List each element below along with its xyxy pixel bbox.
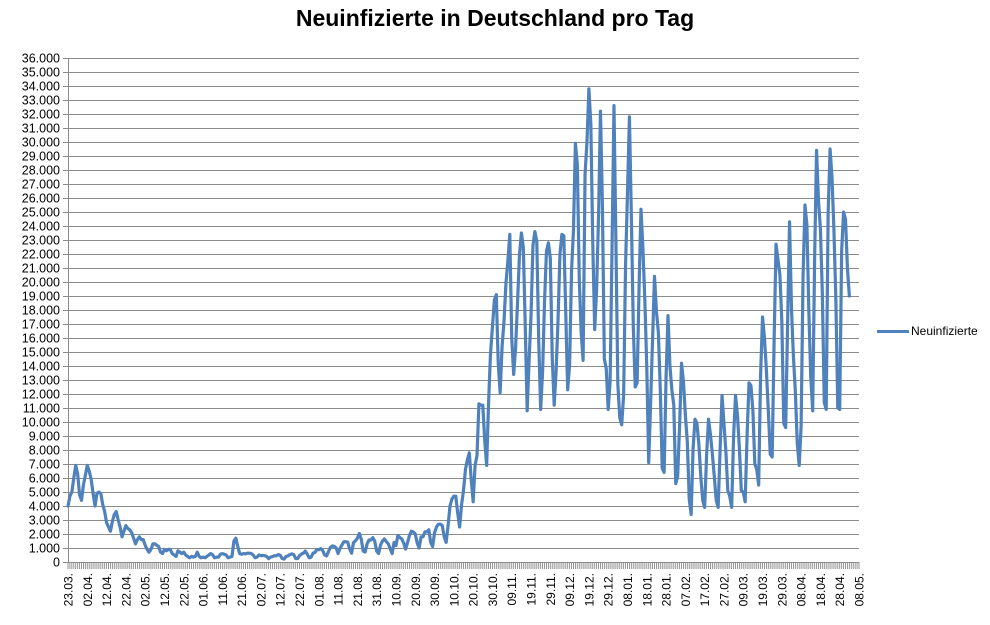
x-tick-label: 01.08. <box>312 573 326 606</box>
x-tick-label: 19.11. <box>525 573 539 605</box>
x-tick-label: 08.05. <box>853 573 867 606</box>
x-tick-label: 09.12. <box>563 573 577 606</box>
x-tick-label: 20.09. <box>409 573 423 606</box>
x-tick-label: 07.02. <box>679 573 693 606</box>
y-tick-label: 0 <box>53 556 60 570</box>
y-tick-label: 19.000 <box>22 290 60 304</box>
y-tick-label: 18.000 <box>22 304 60 318</box>
x-tick-label: 19.03. <box>756 573 770 606</box>
x-tick-label: 18.04. <box>814 573 828 606</box>
y-tick-label: 3.000 <box>29 514 60 528</box>
x-tick-label: 29.11. <box>544 573 558 605</box>
y-tick-label: 21.000 <box>22 262 60 276</box>
chart-title: Neuinfizierte in Deutschland pro Tag <box>295 5 695 31</box>
y-tick-label: 6.000 <box>29 472 60 486</box>
y-tick-label: 13.000 <box>22 374 60 388</box>
x-tick-label: 01.06. <box>197 573 211 606</box>
y-tick-label: 24.000 <box>22 220 60 234</box>
x-tick-label: 22.05. <box>177 573 191 606</box>
y-tick-label: 34.000 <box>22 80 60 94</box>
y-tick-label: 32.000 <box>22 108 60 122</box>
y-tick-label: 31.000 <box>22 122 60 136</box>
x-tick-label: 31.08. <box>370 573 384 606</box>
x-tick-label: 18.01. <box>640 573 654 606</box>
x-tick-label: 08.04. <box>795 573 809 606</box>
x-tick-label: 27.02. <box>717 573 731 606</box>
legend-line-marker <box>877 329 909 333</box>
x-tick-label: 11.06. <box>216 573 230 605</box>
y-tick-label: 10.000 <box>22 416 60 430</box>
y-tick-label: 30.000 <box>22 136 60 150</box>
x-axis-labels: 23.03. 02.04. 12.04. 22.04. 02.05. 12.05. 22.0… <box>62 573 867 606</box>
y-tick-label: 35.000 <box>22 66 60 80</box>
x-tick-label: 12.04. <box>100 573 114 606</box>
x-tick-label: 10.09. <box>389 573 403 606</box>
x-tick-label: 12.07. <box>274 573 288 606</box>
x-tick-label: 02.04. <box>81 573 95 606</box>
y-tick-label: 28.000 <box>22 164 60 178</box>
y-axis-labels: 01.0002.0003.0004.0005.0006.0007.0008.00… <box>22 52 60 570</box>
legend-label: Neuinfizierte <box>911 324 978 338</box>
x-tick-label: 21.08. <box>351 573 365 606</box>
x-tick-label: 10.10. <box>447 573 461 606</box>
y-tick-label: 25.000 <box>22 206 60 220</box>
x-tick-label: 28.01. <box>660 573 674 606</box>
x-tick-label: 28.04. <box>833 573 847 606</box>
x-tick-label: 02.07. <box>254 573 268 606</box>
x-tick-label: 29.12. <box>602 573 616 606</box>
x-tick-label: 12.05. <box>158 573 172 606</box>
y-tick-label: 2.000 <box>29 528 60 542</box>
legend: Neuinfizierte <box>877 324 978 338</box>
y-tick-label: 8.000 <box>29 444 60 458</box>
y-tick-label: 9.000 <box>29 430 60 444</box>
x-tick-label: 09.03. <box>737 573 751 606</box>
x-tick-label: 29.03. <box>775 573 789 606</box>
y-tick-label: 17.000 <box>22 318 60 332</box>
y-tick-label: 20.000 <box>22 276 60 290</box>
gridlines <box>68 58 859 549</box>
x-tick-label: 21.06. <box>235 573 249 606</box>
y-tick-label: 1.000 <box>29 542 60 556</box>
y-tick-label: 11.000 <box>23 402 60 416</box>
x-tick-label: 30.09. <box>428 573 442 606</box>
y-axis-ticks <box>63 58 68 563</box>
x-tick-label: 30.10. <box>486 573 500 606</box>
x-tick-label: 09.11. <box>505 573 519 605</box>
x-tick-label: 08.01. <box>621 573 635 606</box>
x-tick-label: 22.07. <box>293 573 307 606</box>
series-line-neuinfizierte <box>66 87 851 561</box>
x-tick-label: 19.12. <box>582 573 596 606</box>
y-tick-label: 7.000 <box>29 458 60 472</box>
y-tick-label: 26.000 <box>22 192 60 206</box>
y-tick-label: 4.000 <box>29 500 60 514</box>
x-tick-label: 23.03. <box>62 573 76 606</box>
y-tick-label: 27.000 <box>22 178 60 192</box>
y-tick-label: 14.000 <box>22 360 60 374</box>
x-tick-label: 20.10. <box>467 573 481 606</box>
y-tick-label: 15.000 <box>22 346 60 360</box>
y-tick-label: 22.000 <box>22 248 60 262</box>
y-tick-label: 12.000 <box>22 388 60 402</box>
y-tick-label: 5.000 <box>29 486 60 500</box>
x-tick-label: 22.04. <box>119 573 133 606</box>
y-tick-label: 33.000 <box>22 94 60 108</box>
x-tick-label: 17.02. <box>698 573 712 606</box>
y-tick-label: 16.000 <box>22 332 60 346</box>
x-tick-label: 11.08. <box>332 573 346 605</box>
y-tick-label: 29.000 <box>22 150 60 164</box>
x-tick-label: 02.05. <box>139 573 153 606</box>
x-axis-ticks <box>67 562 860 569</box>
y-tick-label: 23.000 <box>22 234 60 248</box>
y-tick-label: 36.000 <box>22 52 60 66</box>
